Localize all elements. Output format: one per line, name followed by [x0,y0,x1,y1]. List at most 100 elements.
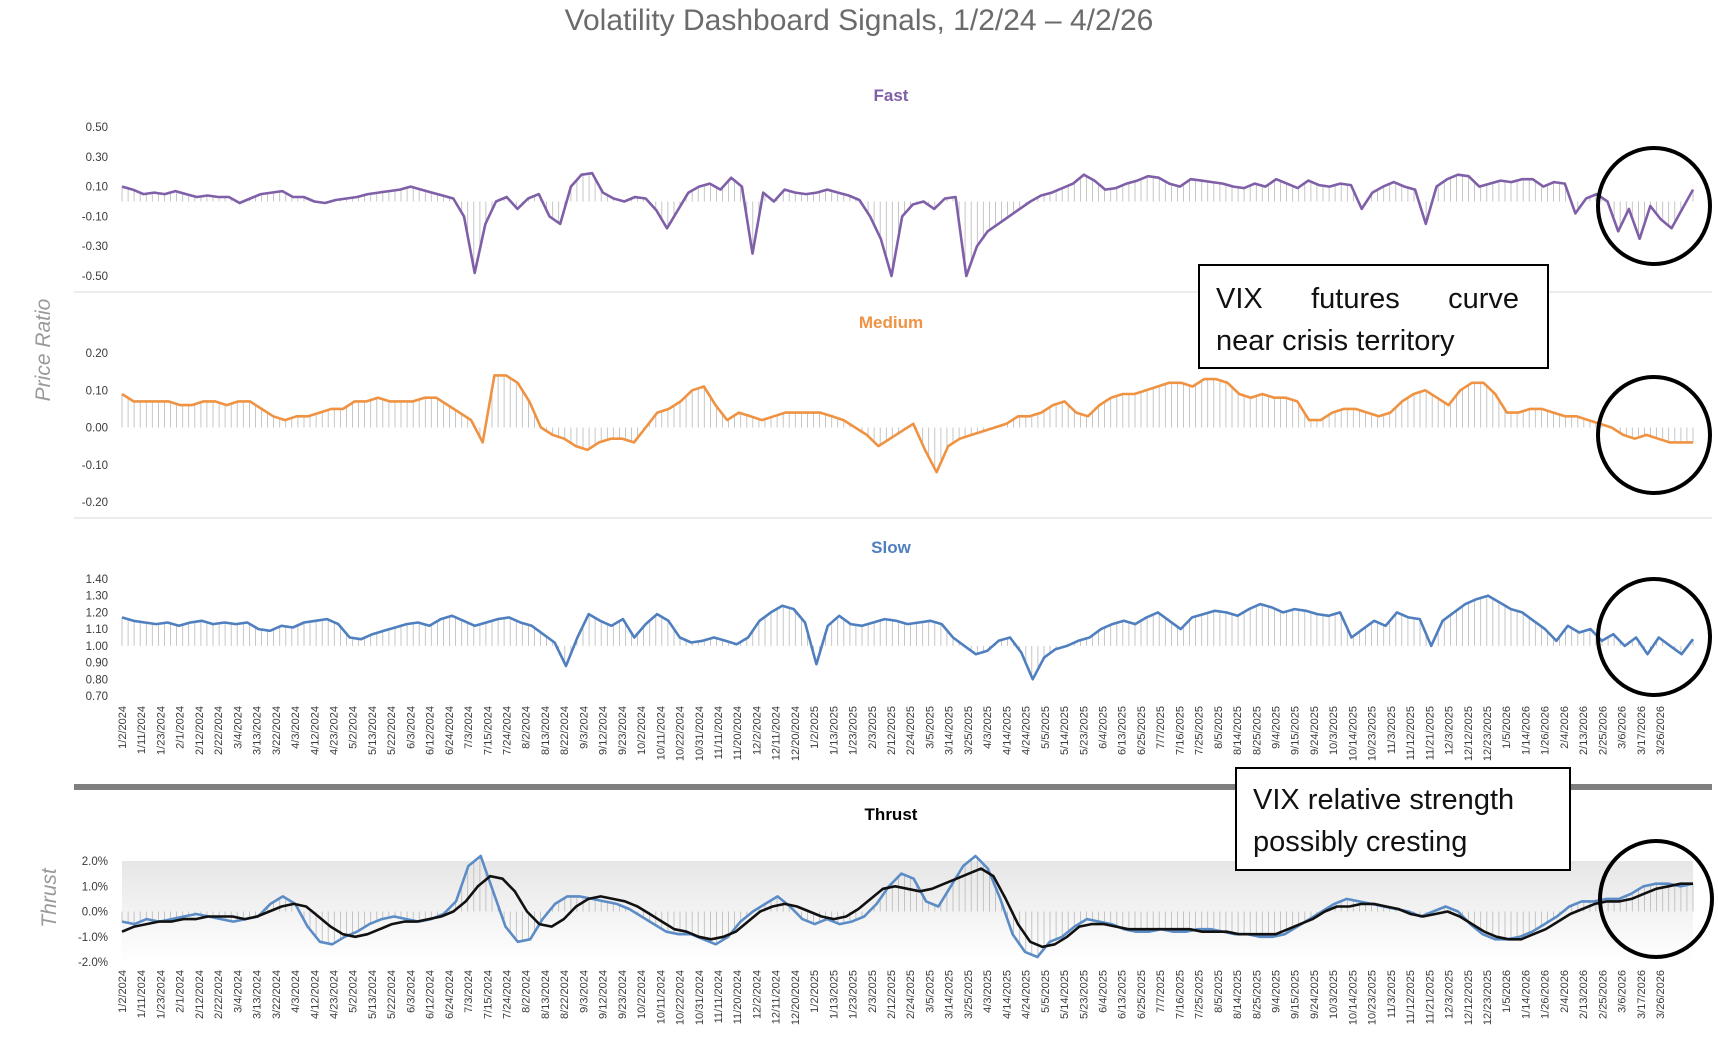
y-tick-label: -1.0% [78,932,108,944]
x-tick-label: 8/2/2024 [521,970,533,1013]
x-tick-label: 8/13/2024 [540,706,552,755]
x-tick-label: 11/12/2025 [1405,706,1417,760]
series-line-fast-1 [121,171,1695,278]
y-tick-label: 0.10 [86,385,108,397]
x-tick-label: 3/17/2026 [1636,706,1648,755]
x-tick-label: 2/13/2026 [1578,706,1590,755]
drop-lines-slow [121,596,1694,678]
x-tick-label: 2/25/2026 [1597,970,1609,1019]
x-tick-label: 12/23/2025 [1482,970,1494,1025]
x-tick-label: 6/12/2024 [425,706,437,755]
x-tick-label: 8/13/2024 [540,970,552,1019]
x-tick-label: 10/23/2025 [1367,706,1379,761]
series-line-medium-1 [121,374,1693,474]
x-tick-label: 1/11/2024 [136,970,148,1018]
y-tick-label: 1.20 [86,607,108,619]
x-tick-label: 10/22/2024 [675,970,687,1025]
panel-slow: Slow 1.40 1.30 1.20 1.10 1.00 0.90 0.80 0.70 [86,538,1695,703]
x-tick-label: 7/25/2025 [1194,706,1206,755]
x-tick-label: 3/13/2024 [252,706,264,755]
x-tick-label: 4/12/2024 [309,706,321,755]
y-tick-label: 0.00 [86,423,108,435]
x-tick-label: 10/11/2024 [655,970,667,1024]
x-tick-label: 5/14/2025 [1059,706,1071,755]
x-tick-label: 9/23/2024 [617,970,629,1019]
x-tick-label: 7/24/2024 [502,970,514,1019]
y-tick-label: 0.80 [86,674,108,686]
x-tick-label: 2/25/2026 [1597,706,1609,755]
x-tick-label: 5/22/2024 [386,706,398,755]
x-tick-label: 2/24/2025 [905,706,917,755]
x-tick-label: 1/23/2024 [155,970,167,1019]
panel-title-medium: Medium [859,313,923,332]
annotation-futures-curve-line1: VIX futures curve [1216,283,1519,315]
panel-title-thrust: Thrust [865,805,918,824]
x-tick-label: 8/25/2025 [1251,970,1263,1019]
drop-lines-medium [121,375,1694,469]
x-tick-label: 8/5/2025 [1213,706,1225,749]
x-tick-label: 12/20/2024 [790,706,802,761]
x-tick-label: 11/12/2025 [1405,970,1417,1024]
x-tick-label: 3/25/2025 [963,706,975,755]
x-tick-label: 8/14/2025 [1232,706,1244,755]
x-tick-label: 8/2/2024 [521,706,533,749]
x-tick-label: 8/25/2025 [1251,706,1263,755]
x-tick-label: 3/4/2024 [232,706,244,749]
x-tick-label: 7/16/2025 [1174,706,1186,755]
x-tick-label: 3/6/2026 [1617,706,1629,749]
x-tick-label: 7/3/2024 [463,970,475,1013]
annotation-relative-strength-line1: VIX relative strength [1253,784,1514,816]
y-axis-label-thrust: Thrust [38,867,61,928]
x-tick-label: 3/4/2024 [232,970,244,1013]
x-tick-label: 9/24/2025 [1309,970,1321,1019]
x-tick-label: 7/15/2024 [482,970,494,1019]
x-tick-label: 6/3/2024 [405,970,417,1013]
y-tick-label: 0.20 [86,348,108,360]
x-tick-label: 3/17/2026 [1636,970,1648,1019]
x-tick-label: 9/15/2025 [1290,970,1302,1019]
x-tick-label: 11/20/2024 [732,970,744,1024]
series-line-thrust-1 [121,854,1694,959]
y-tick-label: 1.10 [86,624,108,636]
x-tick-label: 5/13/2024 [367,706,379,755]
x-tick-label: 8/5/2025 [1213,970,1225,1013]
x-tick-label: 6/24/2024 [444,706,456,755]
x-tick-label: 10/31/2024 [694,706,706,761]
y-tick-label: -0.20 [82,497,108,509]
x-tick-label: 9/23/2024 [617,706,629,755]
x-tick-label: 3/25/2025 [963,970,975,1019]
x-tick-label: 10/3/2025 [1328,706,1340,755]
x-tick-label: 12/2/2024 [751,970,763,1019]
x-tick-label: 2/3/2025 [867,970,879,1013]
x-tick-label: 4/24/2025 [1021,970,1033,1019]
x-tick-label: 6/3/2024 [405,706,417,749]
x-tick-label: 1/5/2026 [1501,970,1513,1013]
x-axis-top: 1/2/2024 1/11/2024 1/23/2024 2/1/2024 2/12/2… [117,706,1667,761]
x-tick-label: 2/22/2024 [213,970,225,1019]
x-tick-label: 10/2/2024 [636,970,648,1019]
x-tick-label: 1/2/2025 [809,706,821,749]
x-tick-label: 5/5/2025 [1040,970,1052,1013]
x-tick-label: 10/23/2025 [1367,970,1379,1025]
y-tick-label: 1.30 [86,591,108,603]
series-line-slow-1 [121,594,1695,681]
y-tick-label: 1.00 [86,641,108,653]
annotation-futures-curve: VIX futures curve near crisis territory [1198,264,1549,369]
x-tick-label: 9/12/2024 [598,706,610,755]
x-tick-label: 3/22/2024 [271,970,283,1019]
x-tick-label: 1/5/2026 [1501,706,1513,749]
x-tick-label: 2/4/2026 [1559,970,1571,1013]
x-tick-label: 1/2/2024 [117,706,129,749]
x-tick-label: 5/14/2025 [1059,970,1071,1019]
x-tick-label: 4/3/2024 [290,706,302,749]
annotation-relative-strength-line2: possibly cresting [1253,826,1467,858]
x-tick-label: 1/2/2024 [117,970,129,1013]
x-tick-label: 3/14/2025 [944,970,956,1019]
y-tick-label: 0.10 [86,182,108,194]
x-tick-label: 3/26/2026 [1655,706,1667,755]
x-tick-label: 7/7/2025 [1155,706,1167,749]
x-tick-label: 10/31/2024 [694,970,706,1025]
x-tick-label: 4/3/2024 [290,970,302,1013]
x-tick-label: 10/11/2024 [655,706,667,760]
